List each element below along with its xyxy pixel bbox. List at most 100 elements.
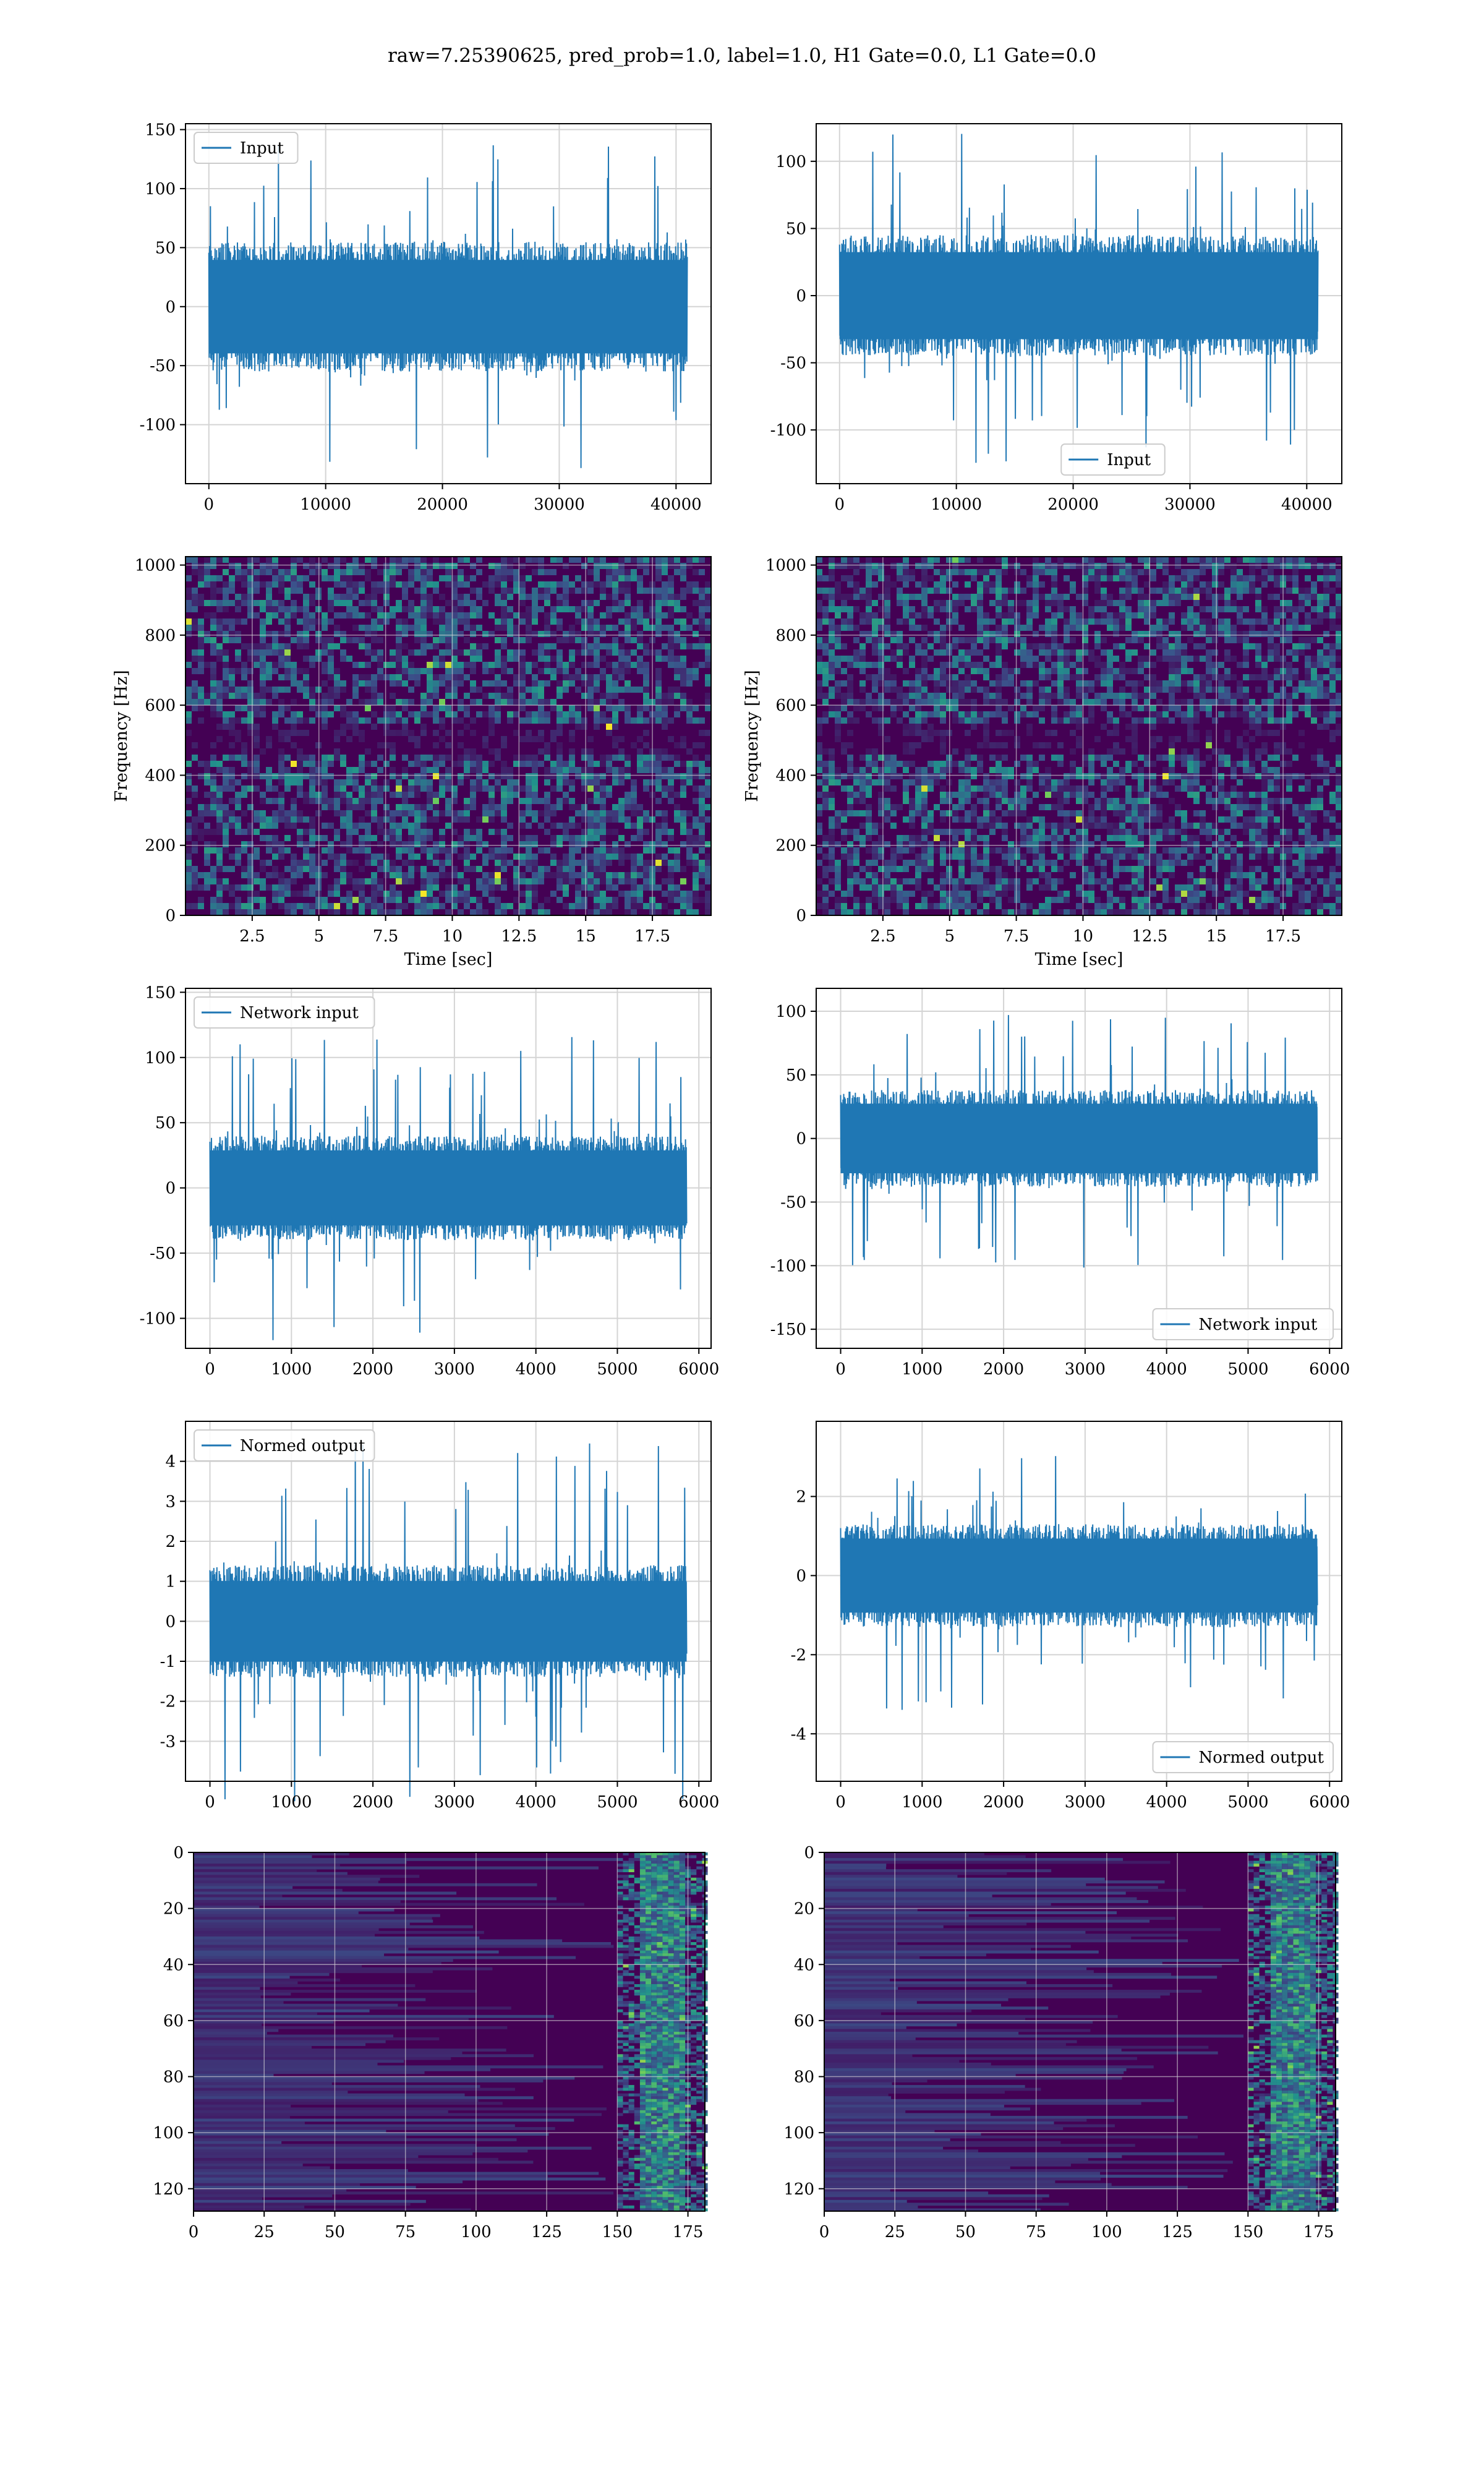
heatmap-cell (247, 854, 254, 860)
heatmap-cell (192, 600, 198, 606)
heatmap-cell (439, 699, 445, 705)
heatmap-cell (291, 773, 297, 779)
heatmap-cell (501, 594, 507, 600)
heatmap-cell (278, 662, 284, 668)
heatmap-cell (680, 643, 686, 649)
heatmap-cell (878, 618, 884, 625)
heatmap-cell (439, 761, 445, 767)
heatmap-cell (526, 730, 532, 736)
heatmap-cell (254, 767, 260, 773)
heatmap-cell (544, 594, 550, 600)
heatmap-cell (1150, 569, 1156, 575)
heatmap-cell (507, 687, 513, 693)
heatmap-cell (544, 625, 550, 631)
heatmap-cell (309, 891, 315, 897)
heatmap-cell (507, 656, 513, 662)
heatmap-cell (563, 680, 569, 687)
heatmap-cell (693, 668, 699, 674)
heatmap-cell (643, 785, 649, 792)
heatmap-cell (693, 872, 699, 878)
heatmap-cell (835, 693, 841, 699)
heatmap-cell (835, 662, 841, 668)
heatmap-cell (921, 711, 927, 717)
heatmap-cell (1268, 705, 1274, 711)
heatmap-cell (223, 785, 229, 792)
x-tick-label: 12.5 (501, 927, 537, 946)
heatmap-cell (1113, 674, 1119, 680)
heatmap-cell (909, 705, 915, 711)
heatmap-cell (996, 569, 1002, 575)
heatmap-cell (1138, 705, 1144, 711)
heatmap-cell (1206, 742, 1212, 748)
heatmap-cell (340, 724, 346, 730)
heatmap-cell (569, 730, 575, 736)
heatmap-cell (958, 637, 965, 643)
heatmap-cell (550, 854, 556, 860)
heatmap-cell (693, 841, 699, 847)
heatmap-cell (668, 625, 674, 631)
heatmap-cell (365, 792, 371, 798)
heatmap-cell (1311, 693, 1317, 699)
heatmap-cell (1323, 693, 1329, 699)
heatmap-cell (1218, 748, 1224, 755)
heatmap-cell (909, 662, 915, 668)
heatmap-cell (260, 903, 266, 909)
heatmap-cell (587, 878, 594, 884)
heatmap-cell (1169, 668, 1175, 674)
heatmap-cell (359, 717, 365, 724)
heatmap-cell (223, 625, 229, 631)
heatmap-cell (507, 575, 513, 581)
heatmap-cell (371, 687, 377, 693)
heatmap-cell (352, 878, 359, 884)
heatmap-cell (377, 884, 383, 891)
heatmap-cell (965, 767, 971, 773)
heatmap-cell (1193, 656, 1200, 662)
heatmap-cell (1051, 631, 1057, 637)
heatmap-cell (223, 878, 229, 884)
heatmap-cell (1138, 680, 1144, 687)
heatmap-cell (1094, 581, 1101, 588)
heatmap-cell (872, 748, 878, 755)
heatmap-cell (587, 829, 594, 835)
heatmap-cell (1175, 557, 1181, 563)
heatmap-cell (587, 841, 594, 847)
heatmap-cell (414, 625, 420, 631)
heatmap-cell (556, 767, 563, 773)
heatmap-cell (322, 835, 328, 841)
heatmap-cell (229, 674, 235, 680)
heatmap-cell (186, 835, 192, 841)
heatmap-cell (334, 668, 340, 674)
heatmap-cell (223, 810, 229, 816)
heatmap-cell (482, 816, 488, 823)
heatmap-cell (408, 810, 414, 816)
heatmap-cell (1323, 662, 1329, 668)
heatmap-cell (488, 829, 495, 835)
heatmap-cell (260, 687, 266, 693)
heatmap-cell (507, 618, 513, 625)
heatmap-cell (884, 643, 890, 649)
heatmap-cell (662, 792, 668, 798)
heatmap-cell (872, 643, 878, 649)
x-axis-label: Time [sec] (404, 950, 493, 969)
heatmap-cell (631, 717, 637, 724)
heatmap-cell (1175, 563, 1181, 569)
heatmap-cell (476, 785, 482, 792)
heatmap-cell (581, 649, 587, 656)
heatmap-cell (377, 816, 383, 823)
heatmap-cell (1175, 575, 1181, 581)
heatmap-cell (909, 699, 915, 705)
heatmap-cell (445, 730, 451, 736)
heatmap-cell (618, 631, 625, 637)
heatmap-cell (971, 594, 977, 600)
heatmap-cell (309, 581, 315, 588)
heatmap-cell (1020, 711, 1026, 717)
heatmap-cell (853, 649, 859, 656)
heatmap-cell (260, 693, 266, 699)
heatmap-cell (377, 909, 383, 915)
heatmap-cell (952, 606, 958, 612)
heatmap-cell (402, 847, 408, 854)
heatmap-cell (618, 581, 625, 588)
heatmap-cell (680, 841, 686, 847)
heatmap-cell (402, 594, 408, 600)
heatmap-cell (1150, 736, 1156, 742)
